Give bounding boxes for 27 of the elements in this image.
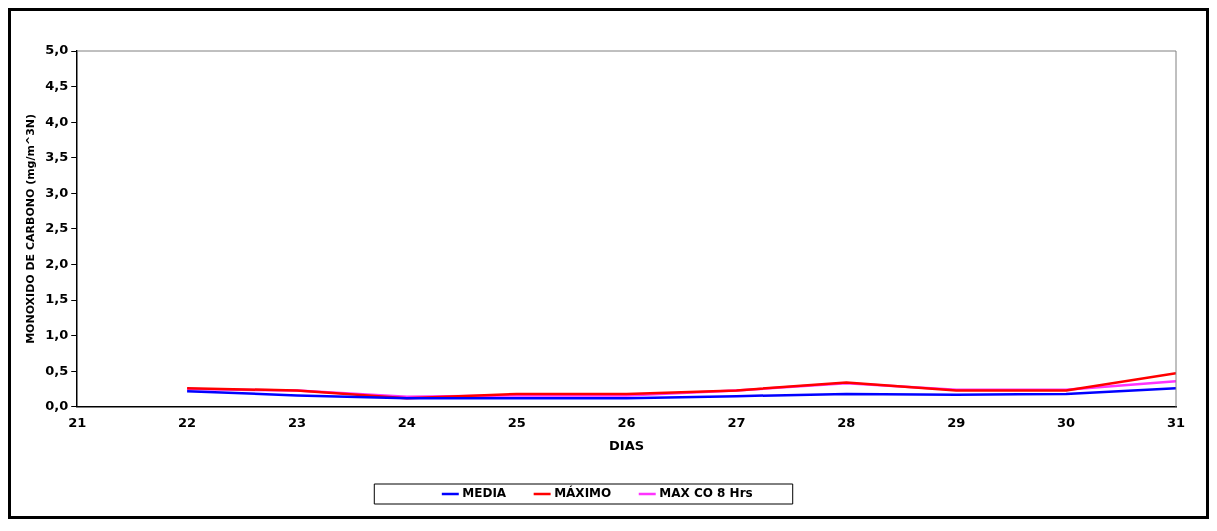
- y-axis-title: MONOXIDO DE CARBONO (mg/m^3N): [24, 113, 38, 344]
- x-axis-title: DIAS: [609, 437, 645, 453]
- x-tick-label: 27: [727, 414, 746, 430]
- legend-label: MÁXIMO: [554, 485, 612, 501]
- y-tick-label: 2,0: [45, 255, 69, 271]
- y-tick-label: 0,0: [45, 398, 69, 414]
- x-tick-label: 21: [68, 414, 87, 430]
- y-tick-label: 4,5: [45, 77, 69, 93]
- y-tick-label: 1,5: [45, 291, 69, 307]
- y-tick-label: 5,0: [45, 42, 69, 58]
- x-tick-label: 26: [617, 414, 636, 430]
- legend-label: MEDIA: [462, 486, 507, 501]
- y-tick-label: 2,5: [45, 220, 69, 236]
- x-tick-label: 25: [507, 414, 526, 430]
- x-tick-label: 28: [837, 414, 856, 430]
- legend-label: MAX CO 8 Hrs: [659, 486, 753, 501]
- x-tick-label: 22: [178, 414, 197, 430]
- y-tick-label: 3,0: [45, 184, 69, 200]
- x-tick-label: 24: [397, 414, 416, 430]
- x-tick-label: 23: [287, 414, 307, 430]
- x-tick-label: 29: [947, 414, 966, 430]
- y-tick-label: 0,5: [45, 362, 69, 378]
- y-tick-label: 3,5: [45, 149, 69, 165]
- x-tick-label: 31: [1166, 414, 1186, 430]
- x-tick-label: 30: [1057, 414, 1076, 430]
- y-tick-label: 1,0: [45, 327, 69, 343]
- y-tick-label: 4,0: [45, 113, 69, 129]
